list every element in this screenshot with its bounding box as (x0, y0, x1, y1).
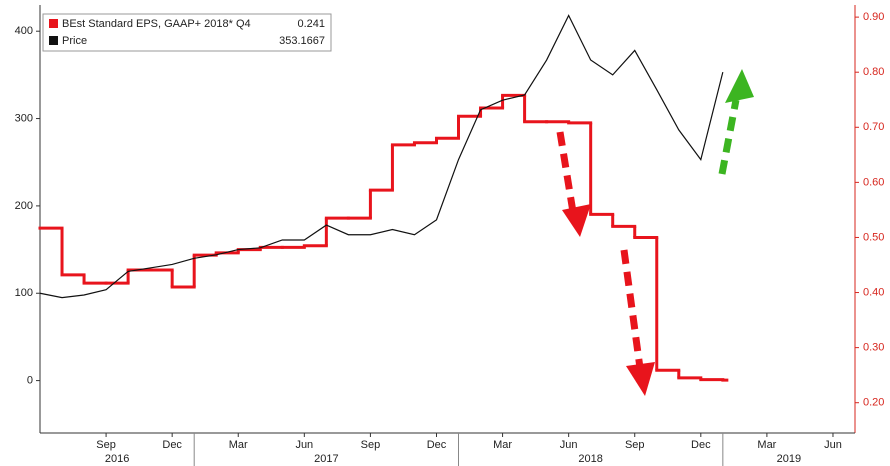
year-label: 2018 (578, 453, 602, 465)
x-tick-label: Mar (229, 439, 248, 451)
arrow-head (725, 69, 754, 103)
annotation-arrows (556, 69, 754, 396)
x-tick-label: Jun (824, 439, 842, 451)
y2-tick-label: 0.30 (863, 342, 884, 354)
arrow-head (562, 204, 591, 237)
x-tick-label: Dec (691, 439, 711, 451)
y-tick-label: 100 (15, 287, 33, 299)
legend-label: BEst Standard EPS, GAAP+ 2018* Q4 (62, 18, 251, 30)
x-tick-label: Jun (560, 439, 578, 451)
y2-tick-label: 0.40 (863, 286, 884, 298)
year-label: 2019 (777, 453, 801, 465)
legend-box (42, 13, 332, 52)
y2-tick-label: 0.90 (863, 11, 884, 23)
arrow-head (626, 362, 655, 396)
down-arrow (620, 249, 644, 369)
y-tick-label: 400 (15, 25, 33, 37)
x-tick-label: Jun (295, 439, 313, 451)
down-arrow (556, 131, 577, 213)
price-line (39, 14, 724, 299)
marks: 0 100 200 300 400 0.20 0.30 0.40 0.50 0.60 0.70 0.8… (15, 5, 884, 466)
x-tick-label: Mar (757, 439, 776, 451)
legend-swatch (49, 36, 58, 45)
x-tick-label: Sep (361, 439, 381, 451)
legend-value: 0.241 (297, 18, 325, 30)
y-tick-label: 0 (27, 374, 33, 386)
y2-tick-label: 0.20 (863, 397, 884, 409)
x-tick-label: Mar (493, 439, 512, 451)
y-tick-label: 200 (15, 200, 33, 212)
y2-tick-label: 0.50 (863, 231, 884, 243)
legend-value: 353.1667 (279, 35, 325, 47)
y2-tick-label: 0.80 (863, 66, 884, 78)
x-tick-label: Dec (162, 439, 182, 451)
y-tick-label: 300 (15, 112, 33, 124)
x-tick-label: Dec (427, 439, 447, 451)
x-tick-label: Sep (96, 439, 116, 451)
y2-tick-label: 0.60 (863, 176, 884, 188)
year-label: 2016 (105, 453, 129, 465)
year-label: 2017 (314, 453, 338, 465)
plot-area (40, 5, 855, 433)
up-arrow (718, 99, 740, 175)
legend-swatch (49, 19, 58, 28)
x-tick-label: Sep (625, 439, 645, 451)
legend-label: Price (62, 35, 87, 47)
legend: BEst Standard EPS, GAAP+ 2018* Q4 0.241 … (42, 13, 332, 52)
y2-tick-label: 0.70 (863, 121, 884, 133)
